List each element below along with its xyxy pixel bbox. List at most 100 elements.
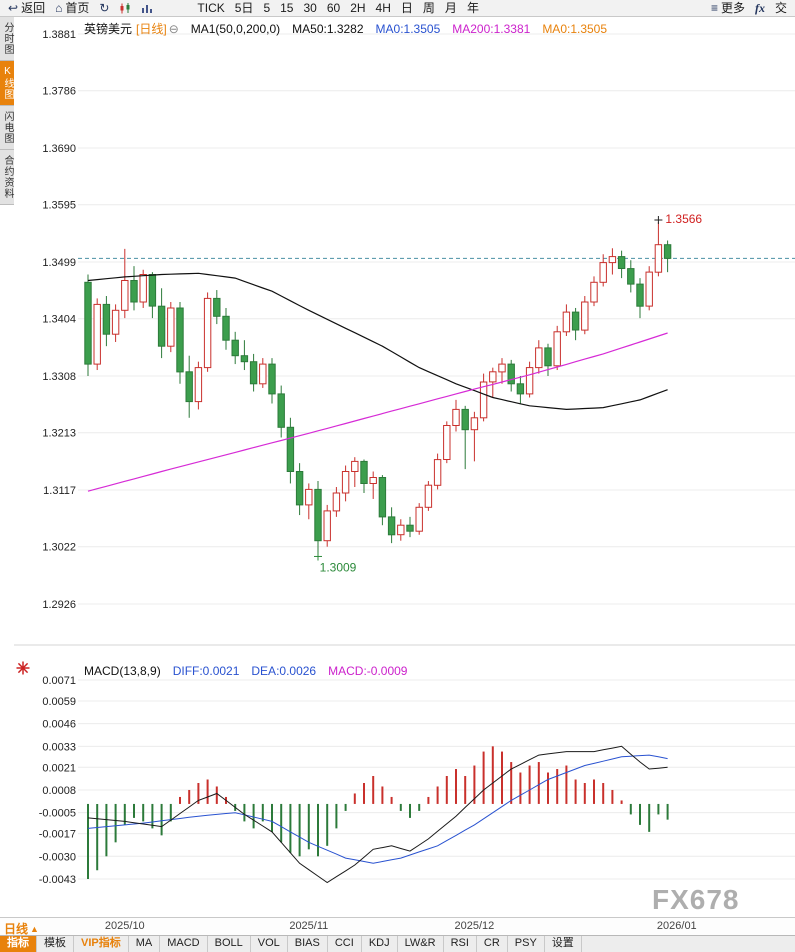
- candle: [295, 471, 304, 506]
- interval-5min-label: 5: [263, 1, 271, 15]
- interval-4h[interactable]: 4H: [371, 0, 396, 16]
- candlestick-chart-button[interactable]: [114, 0, 136, 16]
- interval-week[interactable]: 周: [418, 0, 440, 16]
- tab-cci[interactable]: CCI: [328, 936, 362, 952]
- sidebar-tab-contract-info[interactable]: 合约资料: [0, 150, 14, 205]
- interval-month[interactable]: 月: [440, 0, 462, 16]
- ma0-value-blue: MA0:1.3505: [375, 21, 441, 36]
- home-icon: ⌂: [55, 1, 63, 15]
- candle: [194, 367, 203, 403]
- interval-week-label: 周: [422, 1, 435, 15]
- candle: [397, 524, 405, 536]
- interval-15min[interactable]: 15: [275, 0, 298, 16]
- date-label: 2025/10: [104, 920, 145, 932]
- interval-5day-label: 5日: [234, 1, 254, 15]
- candle: [507, 363, 515, 385]
- tab-bias[interactable]: BIAS: [288, 936, 328, 952]
- sidebar-tab-lightning[interactable]: 闪电图: [0, 106, 14, 150]
- more-menu-button-label: 更多: [720, 1, 745, 15]
- interval-2h[interactable]: 2H: [345, 0, 370, 16]
- candle: [157, 305, 166, 347]
- candle: [424, 484, 433, 508]
- candle: [443, 425, 451, 460]
- interval-60min-label: 60: [326, 1, 341, 15]
- candle: [387, 516, 396, 536]
- candle: [378, 477, 387, 518]
- candle: [277, 393, 285, 428]
- interval-30min[interactable]: 30: [298, 0, 321, 16]
- price-axis-tick: 1.3690: [42, 143, 76, 155]
- macd-axis-tick: 0.0021: [42, 762, 76, 774]
- macd-axis-tick: -0.0043: [39, 874, 76, 886]
- candle: [249, 361, 258, 385]
- interval-year-label: 年: [466, 1, 479, 15]
- interval-year[interactable]: 年: [462, 0, 484, 16]
- back-button[interactable]: ↩ 返回: [3, 0, 50, 16]
- high-annotation: 1.3566: [665, 212, 702, 226]
- interval-day[interactable]: 日: [396, 0, 418, 16]
- collapse-icon[interactable]: ⊖: [168, 21, 179, 36]
- candle: [645, 271, 653, 307]
- refresh-button[interactable]: ↻: [94, 0, 114, 16]
- tab-boll[interactable]: BOLL: [208, 936, 251, 952]
- candle: [479, 381, 488, 419]
- candle: [535, 347, 543, 369]
- tab-ma[interactable]: MA: [129, 936, 161, 952]
- time-axis: 日线 ▲ 2025/10 2025/11 2025/12 2026/01: [0, 917, 795, 937]
- candle: [259, 363, 267, 385]
- candle: [433, 459, 442, 486]
- home-button[interactable]: ⌂ 首页: [50, 0, 94, 16]
- candle: [93, 303, 101, 365]
- interval-15min-label: 15: [280, 1, 294, 15]
- tab-kdj[interactable]: KDJ: [362, 936, 398, 952]
- candle: [415, 506, 423, 532]
- back-arrow-icon: ↩: [8, 1, 19, 15]
- sidebar-tab-timeshare[interactable]: 分时图: [0, 17, 14, 61]
- interval-tick[interactable]: TICK: [192, 0, 229, 16]
- tab-template[interactable]: 模板: [37, 936, 74, 952]
- tab-vol[interactable]: VOL: [251, 936, 288, 952]
- price-axis-tick: 1.3022: [42, 542, 76, 554]
- more-menu-button[interactable]: ≡ 更多: [706, 0, 750, 16]
- tab-vip-indicator[interactable]: VIP指标: [74, 936, 129, 952]
- watermark: FX678: [652, 884, 740, 915]
- interval-60min[interactable]: 60: [322, 0, 345, 16]
- date-label: 2025/11: [289, 920, 329, 932]
- volume-chart-button[interactable]: [136, 0, 158, 16]
- candle: [636, 283, 644, 307]
- tab-macd[interactable]: MACD: [160, 936, 208, 952]
- ma-settings-label: MA1(50,0,200,0): [190, 21, 281, 36]
- timeframe-label[interactable]: 日线 ▲: [4, 920, 39, 937]
- candle: [332, 492, 341, 512]
- candle: [167, 307, 175, 347]
- period-tag: [日线]: [136, 22, 167, 36]
- candle: [369, 477, 377, 484]
- tab-rsi[interactable]: RSI: [444, 936, 477, 952]
- ma0-value-orange: MA0:1.3505: [542, 21, 608, 36]
- home-button-label: 首页: [65, 1, 90, 15]
- chevron-up-icon: ▲: [30, 923, 39, 934]
- tab-indicator[interactable]: 指标: [0, 936, 37, 952]
- tab-cr[interactable]: CR: [477, 936, 508, 952]
- candle: [617, 256, 626, 270]
- candle: [84, 281, 92, 365]
- low-annotation: 1.3009: [320, 560, 357, 574]
- candle: [525, 367, 534, 395]
- tab-lwr[interactable]: LW&R: [398, 936, 444, 952]
- candlestick-chart[interactable]: 1.3881 1.3786 1.3690 1.3595 1.3499 1.3404 1.33…: [14, 17, 795, 917]
- candle: [305, 488, 313, 506]
- trade-button[interactable]: 交: [770, 0, 792, 16]
- indicator-settings-icon[interactable]: [15, 660, 31, 676]
- price-axis-tick: 1.3786: [42, 86, 76, 98]
- interval-30min-label: 30: [303, 1, 317, 15]
- tab-settings[interactable]: 设置: [545, 936, 582, 952]
- fx-button[interactable]: fx: [750, 0, 770, 16]
- candle: [323, 510, 331, 542]
- price-axis-tick: 1.3595: [42, 200, 76, 212]
- interval-5day[interactable]: 5日: [230, 0, 259, 16]
- candle: [406, 524, 414, 532]
- candle: [111, 309, 120, 335]
- tab-psy[interactable]: PSY: [508, 936, 545, 952]
- sidebar-tab-kline[interactable]: K线图: [0, 61, 14, 106]
- interval-5min[interactable]: 5: [258, 0, 275, 16]
